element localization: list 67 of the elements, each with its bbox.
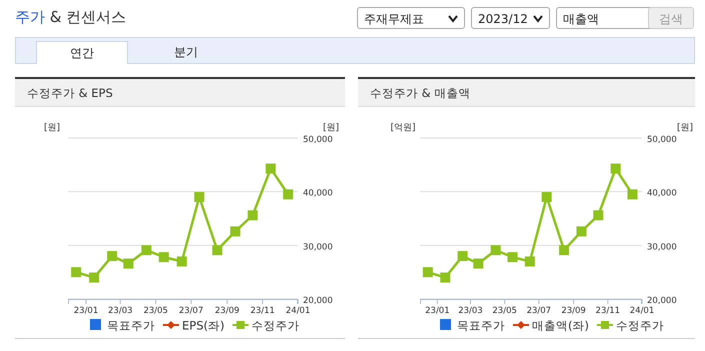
x-tick-label: 23/07 [178,306,204,316]
legend-label: 목표주가 [457,318,505,332]
x-tick-label: 23/05 [143,306,168,316]
legend-label: 수정주가 [251,318,300,332]
point [593,210,604,220]
chart-title: 수정주가 & EPS [27,86,113,101]
point [194,192,204,202]
point [230,226,240,236]
point [89,272,100,283]
y-axis-title: [억원] [390,123,416,133]
text: 주재무제표 [357,7,465,29]
point [248,210,258,220]
legend-label: EPS(좌) [182,318,224,332]
y2-tick-label: 40,000 [647,188,677,199]
point [508,252,518,262]
y2-axis-title: [원] [676,123,694,133]
text: 연간 [36,41,128,64]
x-tick-label: 23/11 [250,306,275,316]
text: 2023/12 [471,7,550,29]
point [123,258,134,269]
point [71,267,82,278]
text: 주가 & 컨센서스 [15,8,126,26]
y2-tick-label: 30,000 [647,242,677,252]
y2-tick-label: 40,000 [303,188,333,199]
point [610,164,621,174]
x-tick-label: 23/05 [492,306,517,316]
x-tick-label: 23/09 [561,306,586,316]
point [473,258,484,269]
point [440,272,450,283]
point [627,189,638,200]
point [524,256,535,266]
y2-tick-label: 30,000 [303,242,333,252]
text: 매출액 [563,12,599,26]
x-tick-label: 23/01 [74,306,98,316]
point [266,164,276,174]
y2-tick-label: 50,000 [303,135,333,145]
x-tick-label: 23/07 [526,306,552,316]
point [559,245,570,256]
y-axis-title: [원] [44,123,60,133]
point [422,267,433,278]
point [158,252,169,262]
point [176,256,187,266]
x-tick-label: 23/01 [425,306,450,316]
y2-axis-title: [원] [322,123,340,133]
point [212,245,222,256]
x-tick-label: 24/01 [630,306,654,316]
x-tick-label: 23/03 [108,306,133,316]
legend-label: 매출액(좌) [532,318,589,332]
x-tick-label: 24/01 [286,306,310,316]
point [107,251,118,262]
x-tick-label: 23/11 [596,306,620,316]
legend-label: 목표주가 [107,318,155,332]
text: 검색 [648,7,694,29]
point [283,189,294,200]
point [141,245,152,256]
legend-label: 수정주가 [616,318,664,332]
x-tick-label: 23/03 [458,306,483,316]
text: 분기 [173,44,199,61]
chart-title: 수정주가 & 매출액 [370,86,470,101]
y2-tick-label: 20,000 [303,296,333,306]
point [576,226,586,236]
point [490,245,501,256]
x-tick-label: 23/09 [214,306,240,316]
y2-tick-label: 20,000 [647,296,677,306]
point [542,192,552,202]
y2-tick-label: 50,000 [647,135,677,145]
point [458,251,468,262]
